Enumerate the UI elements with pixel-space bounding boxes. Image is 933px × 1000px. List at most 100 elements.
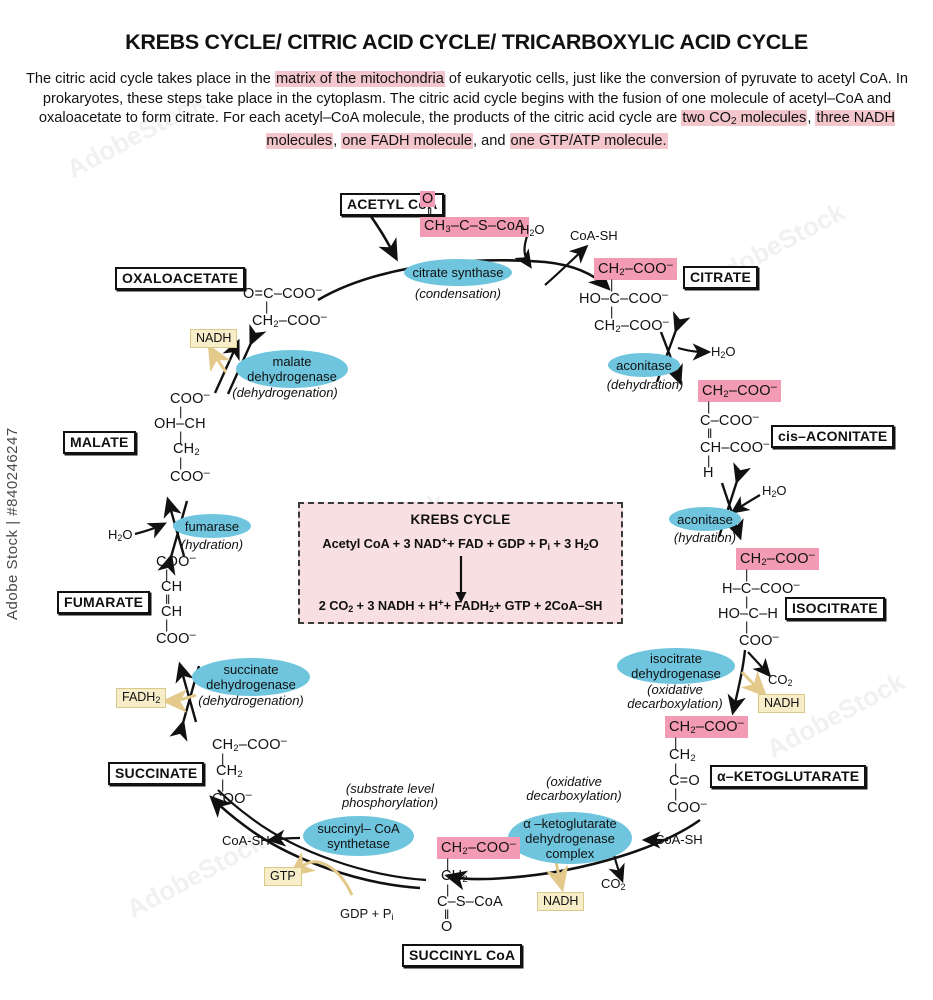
reaction-line-2: decarboxylation) [627,696,723,711]
cofactor-nadh-akg: NADH [537,892,585,911]
succinate-line-3: COO– [212,789,252,807]
single-bond: | [745,567,749,582]
oxaloacetate-line-1: O=C–COO– [243,284,323,302]
malate-line-3: CH2 [173,441,200,458]
structure-acetyl-coa: O ‖ CH3–C–S–CoA [420,190,529,237]
acetyl-coa-carbonyl: O [420,191,436,207]
enzyme-citrate-synthase-label: citrate synthase [412,265,504,280]
enzyme-succinyl-coa-synthetase-reaction: (substrate level phosphorylation) [320,782,460,810]
label-succinate: SUCCINATE [108,762,205,785]
akg-line-3: C=O [669,773,700,789]
single-bond: | [179,429,183,444]
enzyme-aconitase-hydration[interactable]: aconitase [669,507,741,531]
label-cis-aconitate: cis–ACONITATE [771,425,895,448]
double-bond: ‖ [165,592,170,607]
enzyme-succinate-dehydrogenase-label-2: dehydrogenase [206,677,296,692]
stock-watermark-label: Adobe Stock | #840246247 [4,427,21,620]
single-bond: | [179,404,183,419]
enzyme-fumarase-reaction: (hydration) [180,537,244,552]
intro-sep-2: , [333,132,342,149]
fumarate-line-2: CH [161,579,183,595]
single-bond: | [745,594,749,609]
cofactor-gdp-pi: GDP + Pi [340,906,394,922]
intro-highlight-gtp: one GTP/ATP molecule. [509,132,668,149]
cis-aconitate-line-4: H [703,465,714,481]
cofactor-h2o-aconitase-1: H2O [711,344,736,360]
enzyme-aconitase-dehydration-label: aconitase [616,357,672,373]
intro-sep-1: , [807,110,816,126]
single-bond: | [707,453,711,468]
structure-alpha-ketoglutarate: CH2–COO– | CH2 | C=O | COO– [665,716,749,816]
cofactor-coash-succinyl: CoA-SH [222,833,270,848]
malate-line-2: OH–CH [154,416,206,432]
succinate-line-2: CH2 [216,763,243,780]
enzyme-succinate-dehydrogenase-reaction: (dehydrogenation) [198,693,304,708]
page-title: KREBS CYCLE/ CITRIC ACID CYCLE/ TRICARBO… [125,30,808,54]
single-bond: | [179,455,183,470]
cofactor-h2o-fumarase: H2O [108,527,133,543]
structure-cis-aconitate: CH2–COO– | C–COO– ‖ CH–COO– | H [698,380,782,481]
cofactor-nadh-isocitrate: NADH [758,694,806,713]
cofactor-coash-akg: CoA-SH [655,832,703,847]
single-bond: | [707,399,711,414]
malate-line-4: COO– [170,467,210,485]
enzyme-aconitase-hydration-reaction: (hydration) [673,530,737,545]
intro-highlight-fadh: one FADH molecule [341,132,474,149]
fumarate-line-4: COO– [156,629,196,647]
enzyme-succinyl-coa-synthetase[interactable]: succinyl– CoA synthetase [303,816,414,856]
single-bond: | [446,882,450,897]
single-bond: | [674,735,678,750]
enzyme-akg-complex-label-3: complex [545,845,595,861]
enzyme-citrate-synthase[interactable]: citrate synthase [404,259,512,286]
cofactor-fadh2: FADH2 [116,688,167,708]
single-bond: | [674,761,678,776]
enzyme-akg-dehydrogenase-complex[interactable]: α –ketoglutarate dehydrogenase complex [508,812,632,864]
succinyl-coa-line-2: CH2 [441,868,468,885]
enzyme-succinyl-synthetase-label-2: synthetase [327,836,390,851]
single-bond: | [610,304,614,319]
citrate-line-3: CH2–COO– [594,316,670,335]
acetyl-coa-chain: CH3–C–S–CoA [420,217,529,237]
label-malate: MALATE [63,431,136,454]
single-bond: | [610,277,614,292]
isocitrate-line-1: CH2–COO– [736,548,820,570]
intro-text-2: of eukaryotic cells, just like the conve… [38,71,909,126]
akg-line-4: COO– [667,798,707,816]
enzyme-isocitrate-dehydrogenase-label-1: isocitrate [649,651,703,666]
intro-sep-3: , and [473,132,510,149]
enzyme-malate-dehydrogenase[interactable]: malate dehydrogenase [236,350,348,388]
single-bond: | [221,777,225,792]
structure-oxaloacetate: O=C–COO– | CH2–COO– [243,284,327,330]
summary-arrow-icon [453,556,469,609]
label-isocitrate: ISOCITRATE [785,597,885,620]
succinyl-coa-line-4: O [441,919,453,935]
label-citrate: CITRATE [683,266,759,289]
cofactor-h2o-aconitase-2: H2O [762,483,787,499]
single-bond: | [446,856,450,871]
intro-highlight-matrix: matrix of the mitochondria [274,71,445,87]
enzyme-succinate-dehydrogenase[interactable]: succinate dehydrogenase [192,658,310,696]
intro-paragraph: The citric acid cycle takes place in the… [22,70,912,151]
enzyme-isocitrate-dehydrogenase-label-2: dehydrogenase [631,666,721,681]
double-bond: ‖ [707,426,712,441]
structure-succinyl-coa: CH2–COO– | CH2 | C–S–CoA ‖ O [437,837,521,935]
summary-reactants: Acetyl CoA + 3 NAD++ FAD + GDP + Pi + 3 … [322,536,599,552]
enzyme-fumarase[interactable]: fumarase [173,514,251,538]
enzyme-citrate-synthase-reaction: (condensation) [415,286,501,301]
enzyme-aconitase-dehydration[interactable]: aconitase [608,353,680,377]
cis-aconitate-line-2: C–COO– [700,411,759,429]
enzyme-malate-dehydrogenase-label-2: dehydrogenase [247,369,337,384]
cofactor-nadh-malate: NADH [190,329,238,348]
isocitrate-line-4: COO– [739,631,779,649]
label-oxaloacetate: OXALOACETATE [115,267,246,290]
double-bond: ‖ [444,907,449,922]
enzyme-succinyl-synthetase-label-1: succinyl– CoA [317,821,400,836]
structure-malate: COO– | OH–CH | CH2 | COO– [154,389,210,485]
reaction-line-2: phosphorylation) [341,795,439,810]
structure-isocitrate: CH2–COO– | H–C–COO– | HO–C–H | COO– [718,548,820,649]
intro-highlight-co2: two CO2 molecules [681,110,808,127]
cofactor-co2-akg: CO2 [601,876,626,892]
enzyme-isocitrate-dehydrogenase[interactable]: isocitrate dehydrogenase [617,648,735,684]
reaction-line-1: (substrate level [345,781,435,796]
